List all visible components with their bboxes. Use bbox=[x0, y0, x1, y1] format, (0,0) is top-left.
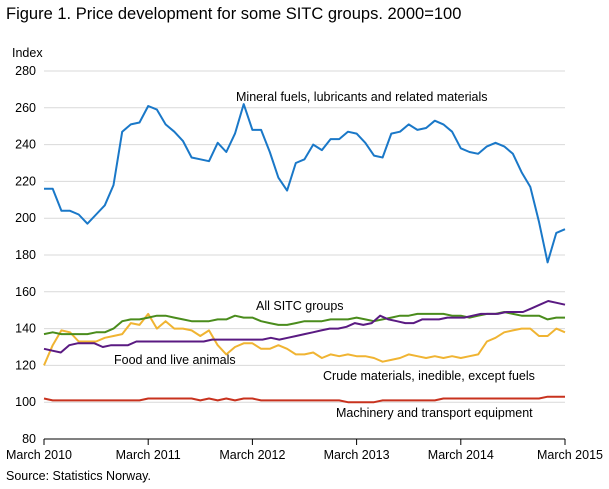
y-tick-label: 160 bbox=[15, 285, 36, 299]
y-tick-label: 180 bbox=[15, 248, 36, 262]
x-tick-label: March 2010 bbox=[6, 448, 72, 462]
y-tick-label: 240 bbox=[15, 138, 36, 152]
x-tick-label: March 2015 bbox=[537, 448, 603, 462]
y-tick-label: 80 bbox=[22, 432, 36, 446]
grid-lines bbox=[44, 70, 565, 403]
y-tick-label: 200 bbox=[15, 211, 36, 225]
series-line-2 bbox=[43, 311, 565, 336]
series-lines bbox=[43, 103, 566, 404]
x-tick-label: March 2012 bbox=[219, 448, 285, 462]
chart-title: Figure 1. Price development for some SIT… bbox=[6, 5, 462, 23]
series-line-4 bbox=[43, 312, 566, 366]
y-axis-ticks: 80 100 120 140 160 180 200 220 240 260 280 bbox=[15, 64, 36, 446]
y-tick-label: 100 bbox=[15, 395, 36, 409]
y-tick-label: 260 bbox=[15, 101, 36, 115]
series-line-5 bbox=[43, 395, 565, 404]
series-label-3: Food and live animals bbox=[114, 353, 236, 367]
y-tick-label: 220 bbox=[15, 174, 36, 188]
series-label-2: All SITC groups bbox=[256, 299, 344, 313]
y-tick-label: 140 bbox=[15, 322, 36, 336]
x-tick-label: March 2013 bbox=[324, 448, 390, 462]
y-tick-label: 280 bbox=[15, 64, 36, 78]
series-line-3 bbox=[43, 300, 566, 354]
series-label-4: Crude materials, inedible, except fuels bbox=[323, 369, 535, 383]
source-note: Source: Statistics Norway. bbox=[6, 469, 151, 483]
y-tick-label: 120 bbox=[15, 358, 36, 372]
x-tick-label: March 2011 bbox=[116, 448, 181, 462]
x-axis: March 2010 March 2011 March 2012 March 2013… bbox=[6, 438, 603, 462]
series-line-1 bbox=[44, 103, 566, 264]
series-label-1: Mineral fuels, lubricants and related ma… bbox=[236, 90, 488, 104]
series-label-5: Machinery and transport equipment bbox=[336, 406, 533, 420]
x-tick-label: March 2014 bbox=[428, 448, 494, 462]
y-axis-label: Index bbox=[12, 46, 43, 60]
series-labels: Mineral fuels, lubricants and related ma… bbox=[114, 90, 535, 420]
